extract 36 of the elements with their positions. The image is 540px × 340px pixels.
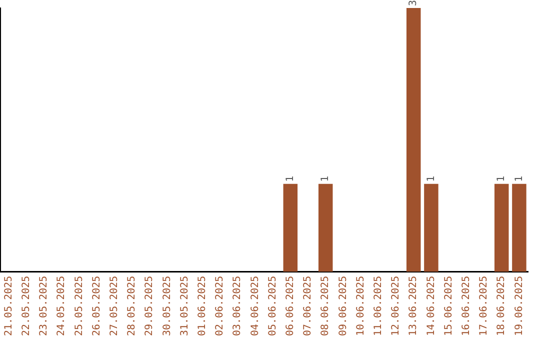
x-tick-label: 02.06.2025 <box>214 276 226 336</box>
x-tick-label: 14.06.2025 <box>426 276 437 336</box>
x-tick-label: 29.05.2025 <box>144 276 156 336</box>
x-tick-label: 16.06.2025 <box>460 276 472 336</box>
x-tick-label: 08.06.2025 <box>320 276 332 336</box>
x-tick-label: 11.06.2025 <box>372 276 384 336</box>
x-tick-label: 18.06.2025 <box>496 276 508 336</box>
x-tick-label: 15.06.2025 <box>443 276 454 336</box>
x-tick-label: 26.05.2025 <box>91 276 102 336</box>
x-tick-label: 01.06.2025 <box>196 276 208 336</box>
x-tick-label: 10.06.2025 <box>355 276 366 336</box>
data-label: 1 <box>514 176 525 182</box>
x-tick-label: 17.06.2025 <box>478 276 490 336</box>
data-label: 1 <box>426 176 437 182</box>
x-tick-label: 04.06.2025 <box>250 276 261 336</box>
x-tick-label: 12.06.2025 <box>390 276 402 336</box>
x-tick-label: 24.05.2025 <box>56 276 68 336</box>
x-tick-label: 31.05.2025 <box>179 276 190 336</box>
x-tick-label: 25.05.2025 <box>74 276 85 336</box>
x-tick-label: 27.05.2025 <box>108 276 120 336</box>
x-tick-label: 22.05.2025 <box>20 276 32 336</box>
data-label: 1 <box>496 176 508 182</box>
data-label: 1 <box>284 176 296 182</box>
x-tick-label: 09.06.2025 <box>338 276 349 336</box>
x-tick-label: 06.06.2025 <box>284 276 296 336</box>
x-tick-label: 05.06.2025 <box>267 276 278 336</box>
data-label: 3 <box>408 0 420 6</box>
x-tick-label: 28.05.2025 <box>126 276 138 336</box>
x-tick-label: 23.05.2025 <box>38 276 50 336</box>
x-tick-label: 13.06.2025 <box>408 276 420 336</box>
x-tick-label: 30.05.2025 <box>162 276 173 336</box>
x-tick-label: 21.05.2025 <box>3 276 14 336</box>
x-tick-label: 19.06.2025 <box>514 276 525 336</box>
x-tick-label: 03.06.2025 <box>232 276 244 336</box>
data-label: 1 <box>320 176 332 182</box>
x-tick-label: 07.06.2025 <box>302 276 314 336</box>
